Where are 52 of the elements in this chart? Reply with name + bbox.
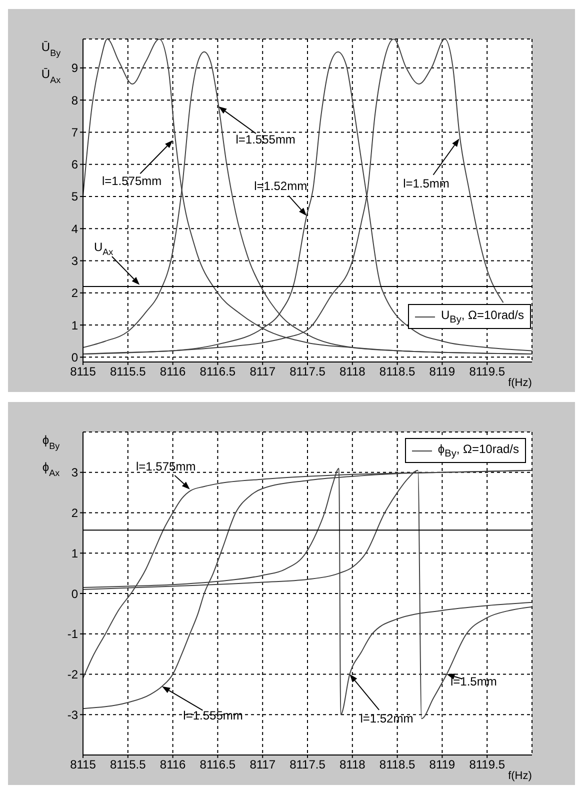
x-tick-label: 8115.5	[110, 364, 146, 379]
x-tick-label: 8118.5	[379, 364, 416, 379]
x-tick-label: 8116.5	[200, 758, 236, 772]
x-tick-label: 8115.5	[110, 758, 146, 772]
y-tick-label: 0	[71, 350, 78, 364]
y-tick-label: 2	[71, 286, 78, 300]
legend-label: U$_{By}$, Ω=10rad/s	[440, 308, 524, 326]
x-axis-title: f(Hz)	[508, 377, 532, 389]
x-tick-label: 8117.5	[290, 758, 326, 772]
y-tick-label: 3	[71, 466, 78, 480]
y-tick-label: 6	[71, 158, 78, 172]
legend-label: ϕ$_{By}$, Ω=10rad/s	[438, 442, 519, 460]
y-tick-label: 8	[71, 93, 78, 108]
y-axis-title: ϕ$_{By}$ ϕ$_{Ax}$	[42, 433, 60, 478]
y-tick-label: -2	[67, 668, 78, 682]
x-tick-label: 8116	[160, 758, 186, 772]
y-tick-label: 3	[71, 254, 78, 268]
x-tick-label: 8117	[250, 758, 276, 772]
x-tick-label: 8119	[429, 364, 456, 379]
y-tick-label: 2	[71, 506, 78, 520]
y-tick-label: 1	[71, 318, 78, 332]
annotation: U$_{Ax}$	[94, 240, 114, 258]
x-tick-label: 8118.5	[379, 758, 416, 772]
x-tick-label: 8117.5	[290, 364, 326, 379]
x-tick-label: 8118	[339, 364, 366, 379]
x-tick-label: 8116	[160, 364, 186, 379]
x-tick-label: 8115	[70, 364, 96, 379]
y-tick-label: 9	[71, 61, 78, 76]
y-tick-label: 5	[71, 190, 78, 204]
annotation: l=1.52mm	[360, 711, 414, 726]
annotation: l=1.52mm	[254, 178, 308, 193]
annotation: l=1.5mm	[450, 674, 497, 688]
x-tick-label: 8119.5	[469, 364, 506, 379]
x-tick-label: 8115	[70, 758, 96, 772]
y-axis-title: Ū$_{By}$ Ū$_{Ax}$	[41, 40, 62, 85]
y-tick-label: -1	[67, 627, 78, 642]
y-tick-label: 1	[71, 546, 78, 560]
y-tick-label: 7	[71, 125, 78, 140]
x-tick-label: 8116.5	[200, 364, 236, 379]
y-tick-label: 0	[71, 586, 78, 601]
annotation: l=1.5mm	[403, 176, 450, 191]
x-axis-title: f(Hz)	[508, 770, 532, 782]
x-tick-label: 8119	[429, 758, 456, 772]
annotation: l=1.575mm	[136, 460, 196, 474]
annotation: l=1.555mm	[183, 708, 243, 723]
y-tick-label: 4	[71, 222, 78, 236]
annotation: l=1.575mm	[102, 174, 162, 188]
annotation: l=1.555mm	[236, 132, 296, 147]
x-tick-label: 8117	[250, 364, 276, 379]
x-tick-label: 8119.5	[469, 758, 506, 772]
x-tick-label: 8118	[339, 758, 366, 772]
y-tick-label: -3	[67, 708, 78, 722]
